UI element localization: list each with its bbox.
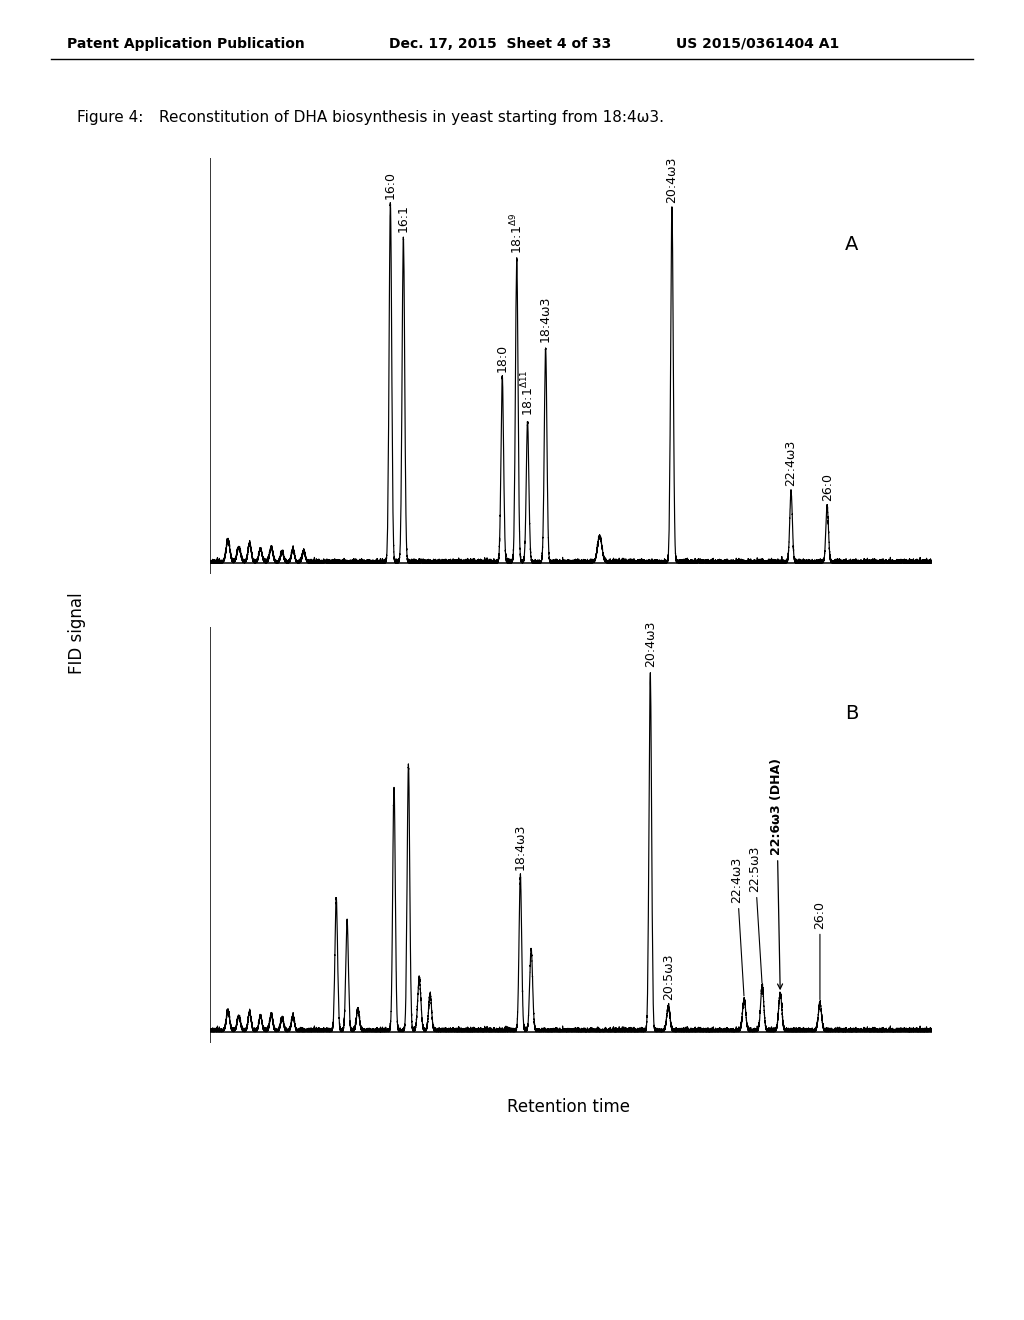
Text: 18:4ω3: 18:4ω3 <box>514 824 526 870</box>
Text: 18:1$^{\Delta9}$: 18:1$^{\Delta9}$ <box>509 213 525 253</box>
Text: 22:5ω3: 22:5ω3 <box>749 846 762 983</box>
Text: Reconstitution of DHA biosynthesis in yeast starting from 18:4ω3.: Reconstitution of DHA biosynthesis in ye… <box>159 110 664 124</box>
Text: 20:4ω3: 20:4ω3 <box>644 622 656 668</box>
Text: 20:5ω3: 20:5ω3 <box>662 954 675 1001</box>
Text: Retention time: Retention time <box>507 1098 630 1117</box>
Text: 18:4ω3: 18:4ω3 <box>539 296 552 342</box>
Text: Figure 4:: Figure 4: <box>77 110 143 124</box>
Text: FID signal: FID signal <box>68 593 86 675</box>
Text: 16:1: 16:1 <box>397 205 410 232</box>
Text: Patent Application Publication: Patent Application Publication <box>67 37 304 50</box>
Text: 22:4ω3: 22:4ω3 <box>730 857 744 995</box>
Text: 20:4ω3: 20:4ω3 <box>666 156 679 202</box>
Text: 18:0: 18:0 <box>496 343 509 372</box>
Text: 22:6ω3 (DHA): 22:6ω3 (DHA) <box>770 758 783 989</box>
Text: 26:0: 26:0 <box>820 473 834 500</box>
Text: B: B <box>845 704 858 723</box>
Text: 18:1$^{\Delta11}$: 18:1$^{\Delta11}$ <box>519 370 536 416</box>
Text: 16:0: 16:0 <box>384 170 397 199</box>
Text: US 2015/0361404 A1: US 2015/0361404 A1 <box>676 37 839 50</box>
Text: 22:4ω3: 22:4ω3 <box>784 440 798 486</box>
Text: 26:0: 26:0 <box>813 900 826 999</box>
Text: Dec. 17, 2015  Sheet 4 of 33: Dec. 17, 2015 Sheet 4 of 33 <box>389 37 611 50</box>
Text: A: A <box>845 235 858 255</box>
